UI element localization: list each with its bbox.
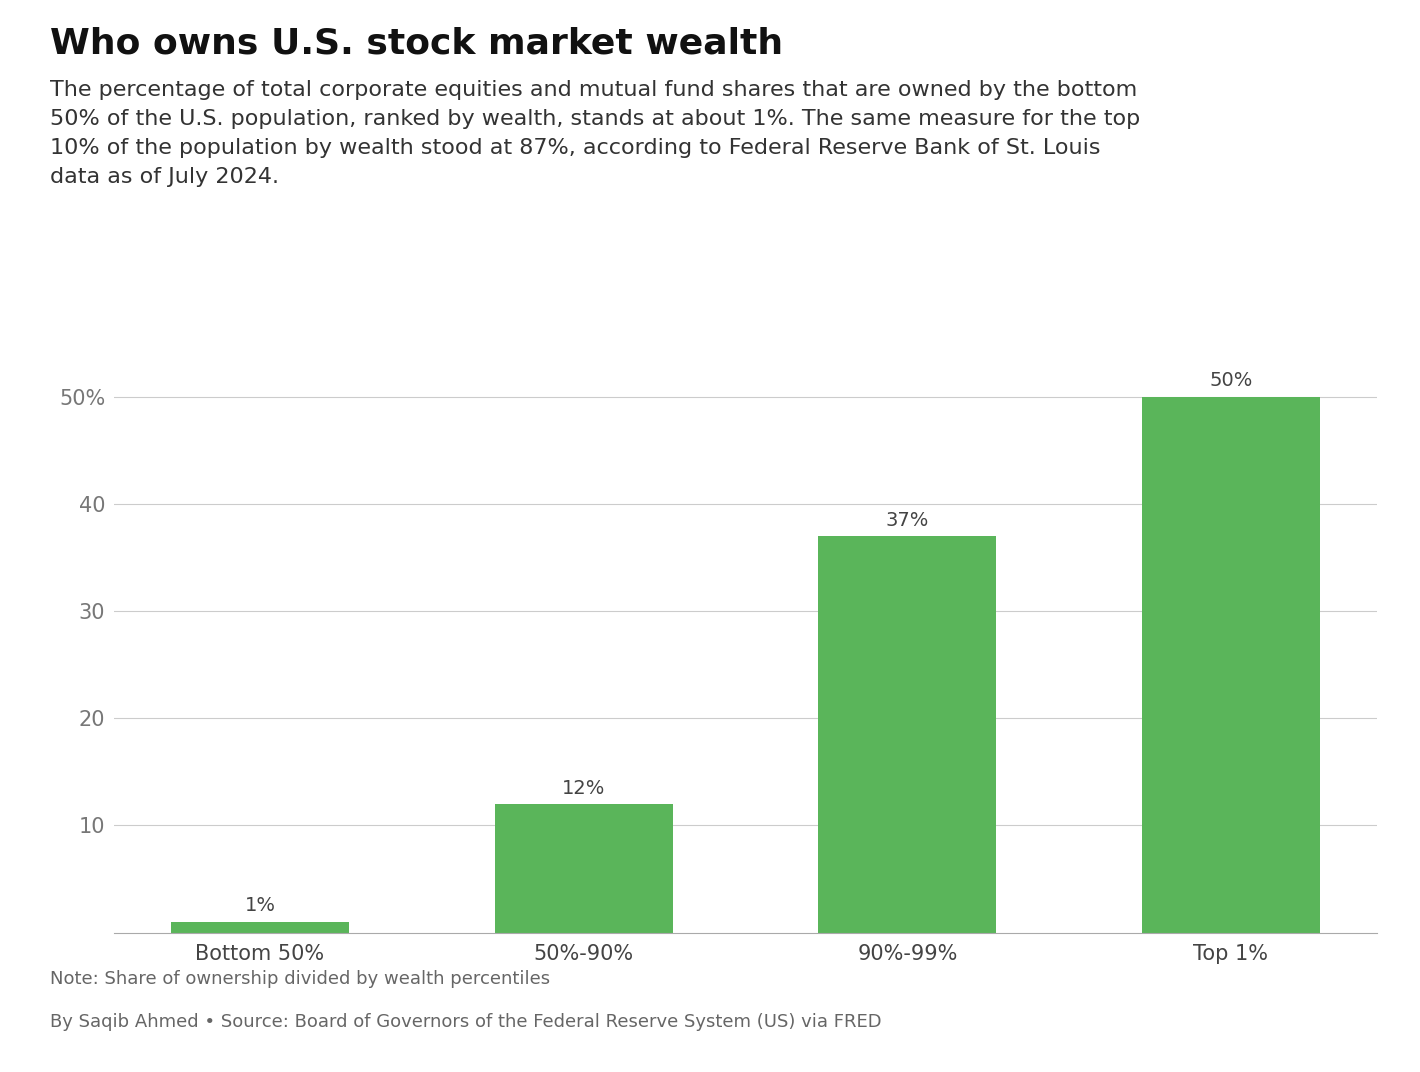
Text: Note: Share of ownership divided by wealth percentiles: Note: Share of ownership divided by weal… (50, 970, 550, 988)
Bar (818, 536, 997, 933)
Bar (494, 804, 673, 933)
Text: The percentage of total corporate equities and mutual fund shares that are owned: The percentage of total corporate equiti… (50, 80, 1140, 187)
Text: 12%: 12% (562, 778, 605, 798)
Text: 1%: 1% (244, 896, 275, 915)
Text: Who owns U.S. stock market wealth: Who owns U.S. stock market wealth (50, 27, 782, 61)
Text: 37%: 37% (886, 510, 929, 530)
Bar (170, 922, 349, 933)
Text: 50%: 50% (1210, 371, 1252, 390)
Text: By Saqib Ahmed • Source: Board of Governors of the Federal Reserve System (US) v: By Saqib Ahmed • Source: Board of Govern… (50, 1013, 882, 1031)
Bar (1142, 397, 1321, 933)
